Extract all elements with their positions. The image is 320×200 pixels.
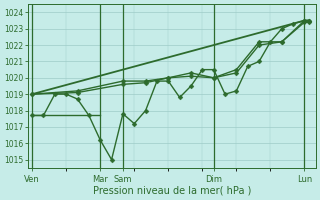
X-axis label: Pression niveau de la mer( hPa ): Pression niveau de la mer( hPa ) — [92, 186, 251, 196]
